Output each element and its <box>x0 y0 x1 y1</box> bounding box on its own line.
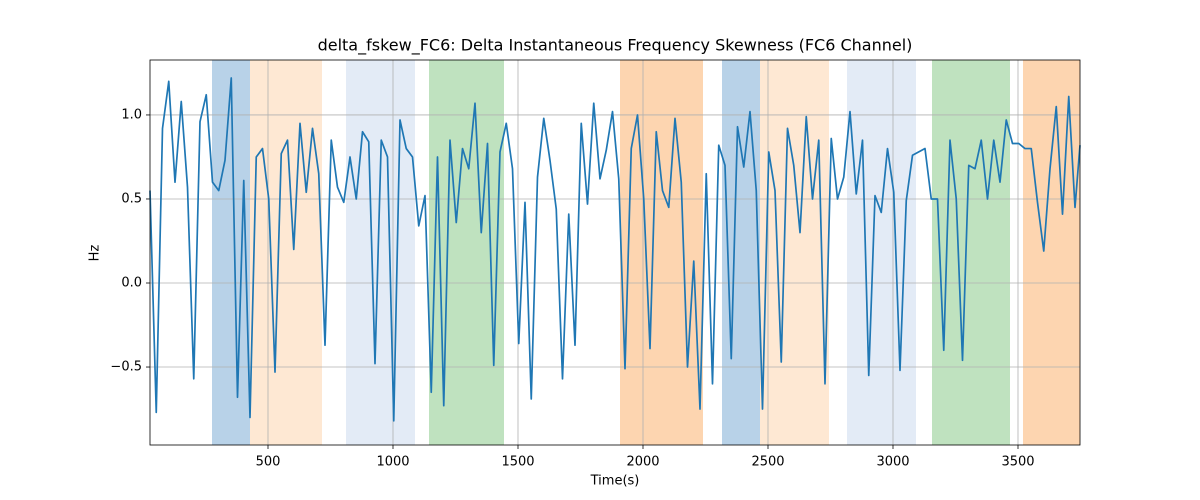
chart-title: delta_fskew_FC6: Delta Instantaneous Fre… <box>318 36 913 56</box>
shaded-span <box>1023 60 1080 445</box>
shaded-span <box>620 60 703 445</box>
x-tick-label: 1000 <box>376 455 409 470</box>
x-tick-label: 1500 <box>501 455 534 470</box>
x-tick-label: 3500 <box>1001 455 1034 470</box>
y-tick-label: 0.0 <box>121 276 142 291</box>
shaded-span <box>760 60 829 445</box>
x-tick-label: 3000 <box>876 455 909 470</box>
x-tick-label: 500 <box>256 455 281 470</box>
shaded-span <box>250 60 322 445</box>
x-tick-label: 2500 <box>751 455 784 470</box>
shaded-span <box>847 60 916 445</box>
x-axis-label: Time(s) <box>590 474 640 489</box>
shaded-span <box>346 60 415 445</box>
y-tick-label: −0.5 <box>110 360 142 375</box>
data-line <box>149 77 1081 422</box>
x-tick-label: 2000 <box>626 455 659 470</box>
shaded-span <box>212 60 250 445</box>
y-tick-label: 0.5 <box>121 191 142 206</box>
shaded-span <box>429 60 504 445</box>
y-tick-label: 1.0 <box>121 107 142 122</box>
plot-frame <box>149 59 1081 446</box>
y-axis-label: Hz <box>88 245 103 262</box>
shaded-span <box>932 60 1010 445</box>
